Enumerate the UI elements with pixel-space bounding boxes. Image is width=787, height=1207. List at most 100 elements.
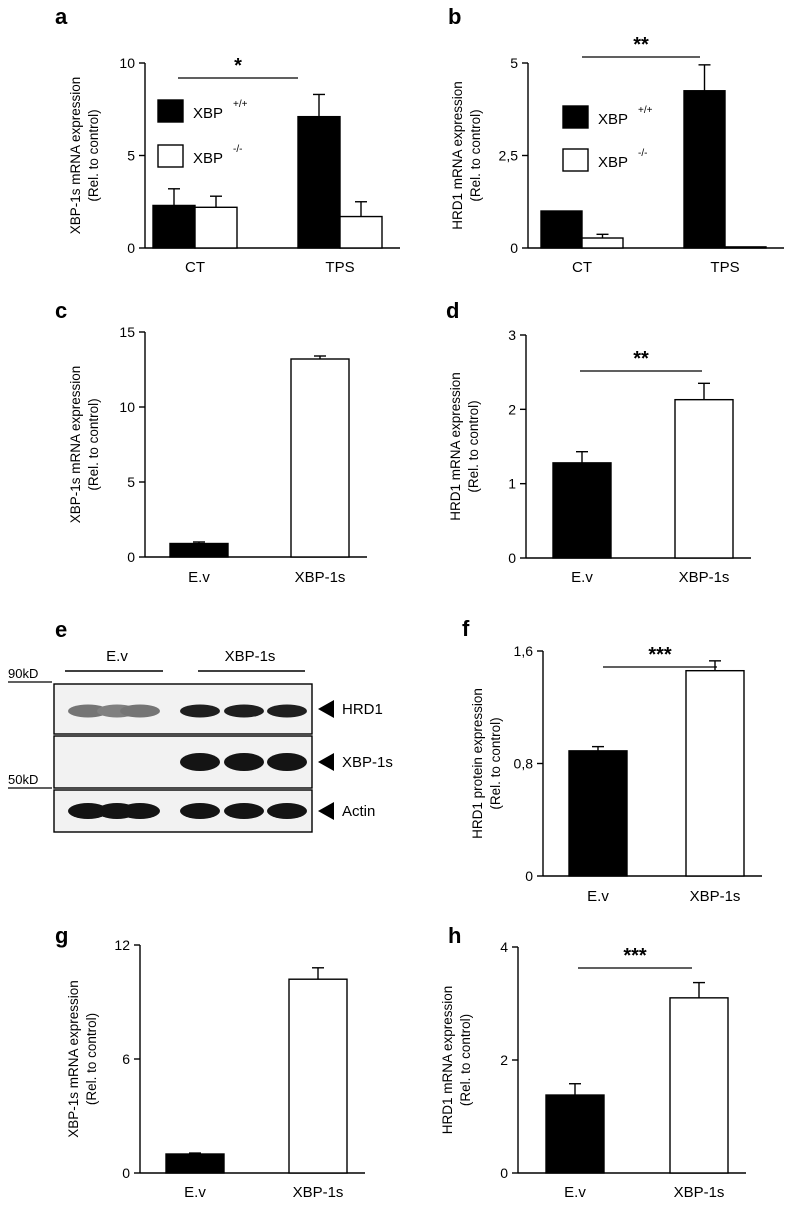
y-axis-label: HRD1 mRNA expression (448, 372, 463, 521)
panel-letter: h (448, 923, 461, 948)
blot-band (120, 803, 160, 819)
category-label: XBP-1s (679, 569, 730, 586)
blot-band (224, 753, 264, 771)
category-label: E.v (184, 1184, 206, 1201)
y-tick-label: 15 (119, 324, 135, 340)
bar (669, 997, 729, 1174)
blot-band (68, 803, 108, 819)
y-tick-label: 12 (114, 937, 130, 953)
bar (288, 978, 348, 1174)
legend-superscript: +/+ (638, 105, 653, 116)
category-label: CT (185, 259, 205, 276)
significance-label: * (234, 55, 242, 77)
category-label: XBP-1s (293, 1184, 344, 1201)
panel-letter: b (448, 4, 461, 29)
blot-band (120, 704, 160, 718)
blot-row: Actin (53, 789, 375, 833)
legend-label: XBP (193, 105, 223, 122)
bar (169, 542, 229, 558)
y-tick-label: 3 (508, 327, 516, 343)
y-tick-label: 5 (510, 55, 518, 71)
y-axis-label: (Rel. to control) (466, 400, 481, 492)
blot-band (267, 704, 307, 718)
bar (545, 1094, 605, 1174)
blot-row-label: Actin (342, 803, 375, 820)
blot-band (267, 753, 307, 771)
significance-label: ** (633, 348, 649, 370)
panel-letter: c (55, 298, 67, 323)
y-tick-label: 0 (508, 550, 516, 566)
y-axis-label: (Rel. to control) (468, 109, 483, 201)
panel-f: f 0 0,8 1,6 HRD1 protein expression (Rel. to … (462, 616, 762, 905)
legend-swatch (562, 105, 589, 129)
y-tick-label: 6 (122, 1051, 130, 1067)
y-axis-label: HRD1 protein expression (470, 688, 485, 839)
significance-label: *** (623, 945, 647, 967)
legend-swatch (157, 99, 184, 123)
bar (581, 237, 624, 249)
y-axis-label: XBP-1s mRNA expression (68, 77, 83, 235)
legend-superscript: -/- (233, 144, 242, 155)
blot-marker-label: 50kD (8, 772, 38, 787)
y-tick-label: 2,5 (499, 148, 519, 164)
y-axis-label: (Rel. to control) (488, 717, 503, 809)
category-label: TPS (325, 259, 354, 276)
panel-b: b 0 2,5 5 HRD1 mRNA expression (Rel. to contr… (448, 4, 784, 276)
bar (290, 358, 350, 558)
category-label: CT (572, 259, 592, 276)
y-tick-label: 0,8 (514, 756, 534, 772)
y-tick-label: 4 (500, 939, 508, 955)
category-label: XBP-1s (674, 1184, 725, 1201)
bar (674, 398, 734, 559)
y-tick-label: 5 (127, 148, 135, 164)
y-tick-label: 1,6 (514, 643, 534, 659)
panel-a: a 0 5 10 XBP-1s mRNA expression (Rel. to cont… (55, 4, 400, 276)
y-tick-label: 1 (508, 476, 516, 492)
blot-row-label: HRD1 (342, 701, 383, 718)
panel-letter: e (55, 617, 67, 642)
panel-h: h 0 2 4 HRD1 mRNA expression (Rel. to control… (440, 923, 746, 1201)
y-tick-label: 10 (119, 399, 135, 415)
y-axis-label: HRD1 mRNA expression (440, 986, 455, 1135)
y-tick-label: 5 (127, 474, 135, 490)
significance-label: *** (648, 644, 672, 666)
category-label: E.v (188, 569, 210, 586)
category-label: XBP-1s (295, 569, 346, 586)
panel-letter: g (55, 923, 68, 948)
bar (552, 462, 612, 559)
panel-letter: f (462, 616, 470, 641)
bar (194, 206, 238, 249)
panel-c: c 0 5 10 15 XBP-1s mRNA expression (Rel. to co… (55, 298, 367, 586)
bar (165, 1153, 225, 1174)
bar (724, 246, 767, 249)
bar (540, 210, 583, 249)
y-axis-label: (Rel. to control) (86, 109, 101, 201)
western-blot-panel: e E.v XBP-1s 90kD 50kD HRD1 XBP-1s Actin (8, 617, 393, 833)
category-label: E.v (587, 888, 609, 905)
blot-band (180, 704, 220, 718)
legend-swatch (157, 144, 184, 168)
bar (685, 669, 745, 877)
y-tick-label: 0 (525, 868, 533, 884)
panel-d: d 0 1 2 3 HRD1 mRNA expression (Rel. to contro… (446, 298, 751, 586)
bar (297, 115, 341, 249)
legend-superscript: +/+ (233, 99, 248, 110)
y-axis-label: XBP-1s mRNA expression (66, 980, 81, 1138)
y-tick-label: 0 (510, 240, 518, 256)
y-tick-label: 0 (127, 549, 135, 565)
legend-label: XBP (598, 111, 628, 128)
blot-arrow-icon (318, 802, 334, 820)
blot-marker-label: 90kD (8, 666, 38, 681)
blot-band (224, 803, 264, 819)
blot-arrow-icon (318, 700, 334, 718)
blot-band (224, 704, 264, 718)
y-tick-label: 0 (500, 1165, 508, 1181)
legend-swatch (562, 148, 589, 172)
y-axis-label: (Rel. to control) (86, 398, 101, 490)
y-axis-label: (Rel. to control) (458, 1014, 473, 1106)
bar (568, 750, 628, 877)
bar (339, 215, 383, 249)
panel-letter: a (55, 4, 68, 29)
legend-superscript: -/- (638, 148, 647, 159)
